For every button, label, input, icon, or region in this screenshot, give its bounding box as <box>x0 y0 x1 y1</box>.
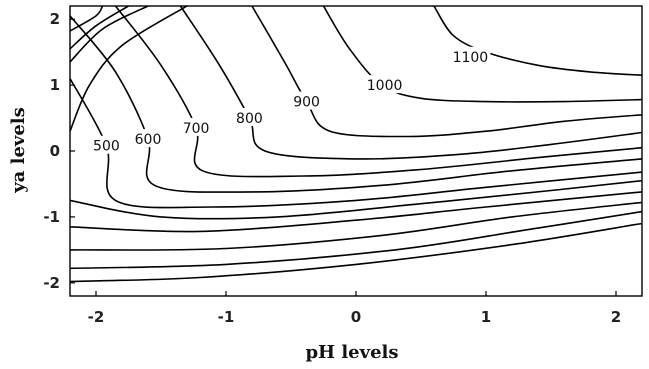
contour-label-700: 700 <box>183 121 210 137</box>
contour-label-900: 900 <box>293 95 320 111</box>
contour-line-400 <box>70 179 642 220</box>
contour-line-900 <box>251 6 642 138</box>
contour-label-bg-500 <box>90 135 122 154</box>
contour-label-bg-800 <box>233 108 265 127</box>
x-tick-label: -1 <box>218 308 235 326</box>
contour-line-1200 <box>70 6 188 132</box>
y-tick-label: -2 <box>43 274 60 292</box>
contour-line-600 <box>70 15 642 193</box>
contour-line-1500 <box>70 6 104 32</box>
contour-line-700 <box>114 6 642 178</box>
contour-label-bg-600 <box>132 129 164 148</box>
contour-line-800 <box>179 6 642 160</box>
contour-line-0 <box>70 222 642 283</box>
contour-line-1000 <box>322 6 642 103</box>
contour-label-1100: 1100 <box>453 50 489 66</box>
contour-label-1000: 1000 <box>367 78 403 94</box>
x-tick-label: -2 <box>88 308 105 326</box>
contour-label-bg-700 <box>180 117 212 136</box>
x-tick-label: 2 <box>611 308 621 326</box>
contour-label-bg-900 <box>291 91 323 110</box>
x-axis: -2 -1 0 1 2 <box>88 291 621 326</box>
plot-frame <box>69 5 643 297</box>
contour-line-300 <box>70 191 642 233</box>
contour-label-500: 500 <box>93 139 120 155</box>
contour-line-100 <box>70 210 642 270</box>
y-tick-label: -1 <box>43 208 60 226</box>
contour-label-bg-1000 <box>364 75 405 94</box>
x-axis-title: pH levels <box>305 342 398 363</box>
contour-label-bg-1100 <box>450 46 491 65</box>
y-axis-title: ya levels <box>8 107 29 194</box>
y-tick-label: 2 <box>50 10 60 28</box>
x-tick-label: 1 <box>481 308 491 326</box>
contour-label-800: 800 <box>236 111 263 127</box>
contour-label-600: 600 <box>135 132 162 148</box>
y-tick-label: 0 <box>50 142 60 160</box>
contour-line-1400 <box>70 6 129 50</box>
y-tick-label: 1 <box>50 76 60 94</box>
contour-line-1300 <box>70 6 149 63</box>
contour-line-200 <box>70 201 642 251</box>
y-axis: -2 -1 0 1 2 <box>43 10 75 292</box>
contour-line-1100 <box>433 6 642 76</box>
x-tick-label: 0 <box>351 308 361 326</box>
contour-labels: 1100 1000 900 800 700 600 500 <box>90 46 491 155</box>
contour-lines <box>70 6 642 283</box>
